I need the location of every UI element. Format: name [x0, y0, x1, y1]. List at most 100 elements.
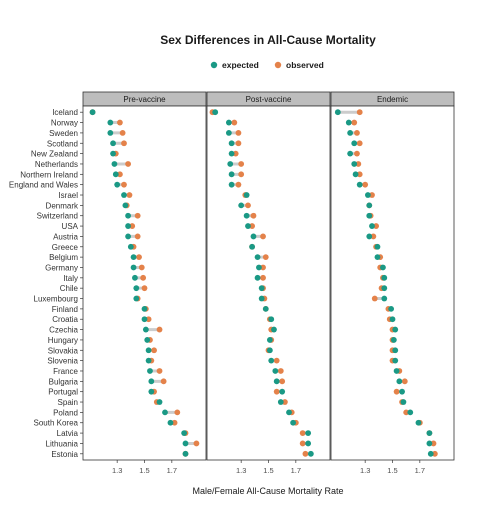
expected-point — [148, 388, 155, 395]
expected-point — [277, 399, 284, 405]
observed-point — [129, 223, 136, 229]
observed-point — [393, 388, 400, 395]
expected-point — [381, 285, 388, 292]
expected-point — [262, 305, 269, 312]
expected-point — [144, 337, 151, 343]
expected-point — [127, 243, 134, 250]
expected-point — [374, 243, 381, 250]
observed-point — [273, 388, 280, 395]
expected-point — [162, 409, 168, 416]
country-label: France — [53, 367, 78, 376]
panel-strip-label: Post-vaccine — [246, 95, 292, 104]
observed-point — [355, 161, 362, 167]
expected-point — [112, 171, 119, 178]
legend-key-expected — [210, 61, 218, 69]
expected-point — [334, 109, 341, 116]
country-label: Sweden — [49, 129, 78, 138]
expected-point — [130, 254, 137, 261]
observed-point — [262, 254, 269, 261]
country-label: Luxembourg — [34, 295, 78, 304]
observed-point — [369, 192, 375, 198]
expected-point — [122, 202, 129, 209]
expected-point — [182, 450, 189, 457]
expected-point — [380, 264, 386, 271]
observed-point — [356, 109, 363, 116]
observed-point — [174, 409, 181, 416]
expected-point — [111, 161, 118, 167]
country-label: Greece — [52, 243, 79, 252]
observed-point — [151, 347, 157, 354]
expected-point — [243, 192, 250, 198]
observed-point — [401, 378, 408, 385]
expected-point — [107, 130, 114, 136]
expected-point — [305, 430, 312, 436]
observed-point — [235, 181, 242, 188]
country-label: England and Wales — [9, 181, 78, 190]
observed-point — [362, 181, 369, 188]
observed-point — [260, 233, 266, 240]
observed-point — [356, 140, 363, 147]
country-label: Iceland — [52, 108, 78, 117]
expected-point — [351, 161, 358, 167]
expected-point — [227, 161, 234, 167]
expected-point — [228, 150, 235, 157]
observed-point — [117, 119, 123, 126]
observed-point — [156, 368, 163, 374]
country-label: Slovakia — [48, 346, 79, 355]
country-label: Slovenia — [47, 357, 78, 366]
panel-frame — [206, 105, 331, 461]
observed-point — [138, 264, 145, 271]
observed-point — [260, 264, 266, 271]
expected-point — [121, 192, 127, 198]
expected-point — [258, 295, 265, 302]
country-label: Belgium — [49, 253, 78, 262]
expected-point — [228, 140, 235, 147]
expected-point — [415, 419, 422, 426]
panel-frame — [82, 105, 207, 461]
observed-point — [273, 357, 280, 364]
expected-point — [369, 223, 375, 229]
observed-point — [140, 274, 147, 281]
expected-point — [110, 150, 116, 157]
expected-point — [366, 202, 373, 209]
expected-point — [266, 347, 273, 354]
observed-point — [245, 202, 251, 209]
expected-point — [365, 192, 371, 198]
expected-point — [238, 202, 245, 209]
expected-point — [392, 326, 399, 333]
observed-point — [431, 450, 438, 457]
country-label: Hungary — [48, 336, 78, 345]
panel-endemic: Endemic 1.3 1.5 1.7 — [330, 91, 455, 475]
country-label: Bulgaria — [49, 377, 79, 386]
expected-point — [142, 326, 149, 333]
legend: expected observed — [210, 60, 324, 70]
expected-point — [132, 274, 138, 281]
x-tick-label: 1.5 — [139, 466, 149, 475]
expected-point — [426, 440, 433, 447]
expected-point — [133, 295, 140, 302]
observed-point — [134, 212, 141, 219]
expected-point — [279, 388, 286, 395]
expected-point — [352, 171, 359, 178]
observed-point — [299, 430, 306, 436]
expected-point — [89, 109, 96, 116]
expected-point — [427, 450, 434, 457]
observed-point — [260, 274, 266, 281]
panel-pre-vaccine: Pre-vaccine 1.3 1.5 1.7 — [82, 91, 207, 475]
observed-point — [235, 140, 242, 147]
expected-point — [374, 254, 381, 261]
expected-point — [225, 119, 232, 126]
panel-strip-label: Pre-vaccine — [123, 95, 166, 104]
expected-point — [130, 264, 137, 271]
expected-point — [147, 368, 153, 374]
expected-point — [181, 430, 188, 436]
observed-point — [356, 171, 363, 178]
observed-point — [117, 171, 123, 178]
country-label: New Zealand — [31, 150, 78, 159]
observed-point — [238, 161, 245, 167]
observed-point — [121, 181, 127, 188]
x-axis-label: Male/Female All-Cause Mortality Rate — [192, 486, 343, 496]
expected-point — [390, 337, 397, 343]
